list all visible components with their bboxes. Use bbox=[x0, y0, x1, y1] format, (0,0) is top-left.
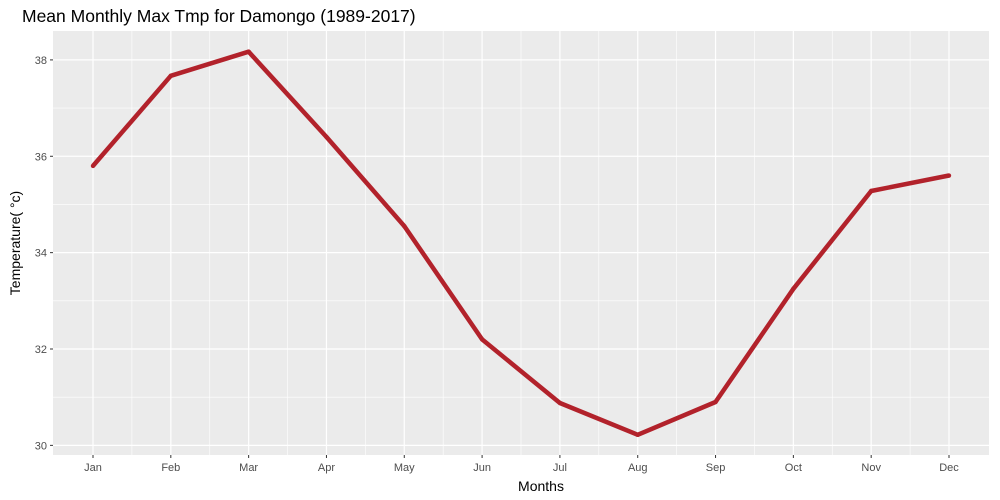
data-point bbox=[791, 286, 796, 291]
data-point bbox=[402, 223, 407, 229]
data-point bbox=[246, 49, 251, 54]
data-point bbox=[90, 163, 96, 169]
x-tick-label: Mar bbox=[239, 462, 258, 474]
y-tick-label: 32 bbox=[35, 344, 47, 356]
x-tick-label: Feb bbox=[161, 462, 180, 474]
x-tick-label: Oct bbox=[785, 462, 802, 474]
data-point bbox=[946, 173, 952, 178]
x-tick-label: Nov bbox=[861, 462, 881, 474]
series-line bbox=[91, 49, 950, 438]
data-point bbox=[168, 73, 174, 79]
x-tick-label: Sep bbox=[706, 462, 726, 474]
data-point bbox=[324, 134, 329, 140]
x-tick-label: Jun bbox=[473, 462, 491, 474]
x-tick-label: Apr bbox=[318, 462, 335, 474]
x-tick-label: May bbox=[394, 462, 415, 474]
x-axis-title: Months bbox=[518, 478, 564, 494]
y-axis-title: Temperature( °c) bbox=[7, 191, 23, 295]
y-tick-label: 34 bbox=[35, 248, 47, 260]
y-tick-label: 38 bbox=[35, 55, 47, 67]
data-point bbox=[868, 188, 874, 194]
data-point bbox=[635, 432, 640, 437]
y-tick-label: 30 bbox=[35, 440, 47, 452]
chart-title: Mean Monthly Max Tmp for Damongo (1989-2… bbox=[22, 6, 416, 26]
x-tick-label: Aug bbox=[628, 462, 648, 474]
data-point bbox=[713, 399, 718, 405]
x-tick-label: Jan bbox=[84, 462, 102, 474]
y-tick-label: 36 bbox=[35, 151, 47, 163]
x-tick-label: Dec bbox=[939, 462, 959, 474]
x-tick-label: Jul bbox=[553, 462, 567, 474]
data-point bbox=[557, 400, 563, 406]
data-point bbox=[479, 337, 485, 342]
